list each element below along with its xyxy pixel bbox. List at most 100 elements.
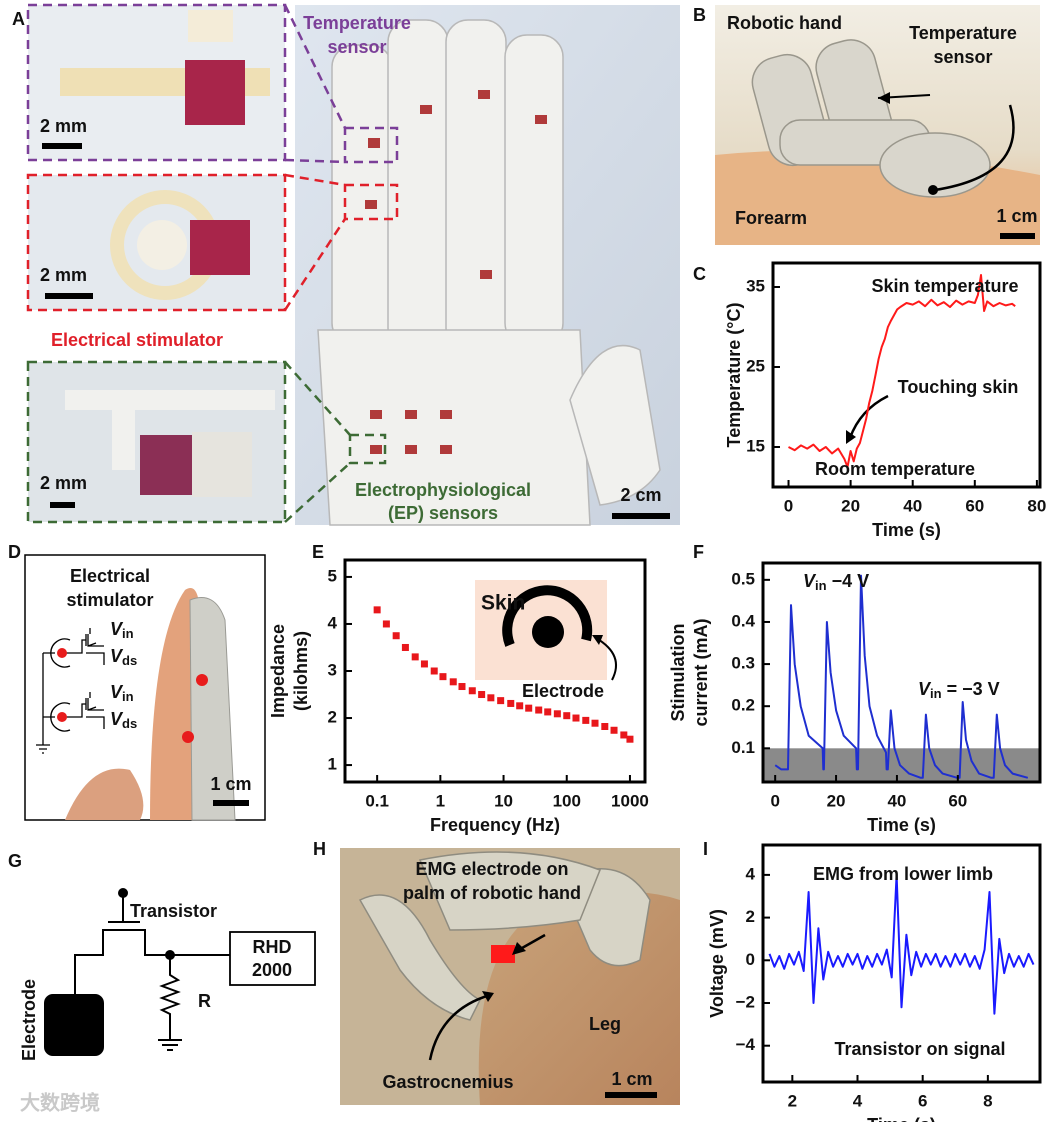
panel-h-photo: [340, 848, 680, 1105]
annotation: Vin −4 V: [803, 571, 869, 594]
x-tick-label: 60: [948, 791, 967, 810]
chart: 0 20 40 60 0.1 0.2 0.3 0.4 0.5 Time (s) Stimulatio…: [668, 561, 1042, 835]
panel-g-schematic: [44, 895, 316, 1056]
data-point: [591, 719, 599, 727]
panel-label: I: [703, 839, 708, 859]
label: Forearm: [735, 208, 807, 228]
data-point: [392, 632, 400, 640]
x-tick-label: 0.1: [365, 791, 389, 810]
hand-sensors: [365, 90, 547, 454]
x-axis-label: Time (s): [867, 1115, 936, 1122]
annotation: Touching skin: [898, 377, 1019, 397]
arrow: [848, 394, 889, 439]
label: EMG electrode on: [415, 859, 568, 879]
data-point: [430, 667, 438, 675]
plot-frame: [761, 843, 1042, 1084]
label: Electrode: [19, 979, 39, 1061]
x-tick-label: 8: [983, 1091, 992, 1110]
x-tick-label: 100: [553, 791, 581, 810]
inset-electrode: [532, 616, 564, 648]
shaded-band: [763, 748, 1040, 782]
panel-label: G: [8, 851, 22, 871]
panel-d-photo: [24, 554, 266, 821]
inset-pad: [140, 435, 192, 495]
y-axis-label: (kilohms): [291, 631, 311, 711]
data-line: [774, 574, 1029, 779]
y-axis-label: Stimulation: [668, 624, 688, 722]
inset-pad: [188, 10, 233, 42]
y-axis-label: current (mA): [691, 618, 711, 726]
subscript: in: [815, 578, 827, 593]
inset-pad: [190, 220, 250, 275]
scale-label: 2 mm: [40, 265, 87, 285]
scale-label: 2 mm: [40, 116, 87, 136]
x-tick-label: 40: [903, 496, 922, 515]
data-point: [420, 660, 428, 668]
panel-label: C: [693, 264, 706, 284]
y-tick-label: 0.4: [731, 611, 755, 630]
chart: 2 4 6 8 −4 −2 0 2 4 Time (s) Voltage (mV) EMG from …: [707, 843, 1042, 1122]
annotation: EMG from lower limb: [813, 864, 993, 884]
circuit-label: Vin: [110, 619, 134, 642]
data-point: [572, 714, 580, 722]
data-point: [525, 704, 533, 712]
data-point: [497, 697, 505, 705]
y-axis-label: Voltage (mV): [707, 909, 727, 1018]
annotation-value: = −3 V: [942, 679, 1000, 699]
label: palm of robotic hand: [403, 883, 581, 903]
label: Robotic hand: [727, 13, 842, 33]
x-tick-label: 4: [853, 1091, 863, 1110]
panel-label: H: [313, 839, 326, 859]
x-tick-label: 1: [436, 791, 445, 810]
label: Gastrocnemius: [382, 1072, 513, 1092]
x-axis-label: Time (s): [867, 815, 936, 835]
annotation: Transistor on signal: [834, 1039, 1005, 1059]
label: Temperature: [303, 13, 411, 33]
subscript: in: [122, 626, 134, 641]
subscript: in: [122, 689, 134, 704]
data-line: [788, 274, 1016, 468]
panel-label: E: [312, 542, 324, 562]
inset-pad: [185, 60, 245, 125]
x-tick-label: 20: [827, 791, 846, 810]
annotation-value: −4 V: [827, 571, 870, 591]
data-point: [382, 620, 390, 628]
symbol: V: [110, 646, 124, 666]
data-point: [449, 678, 457, 686]
y-tick-label: −2: [736, 992, 755, 1011]
x-tick-label: 40: [887, 791, 906, 810]
label: Electrical stimulator: [51, 330, 223, 350]
label: R: [198, 991, 211, 1011]
x-tick-label: 20: [841, 496, 860, 515]
annotation: Skin temperature: [871, 276, 1018, 296]
subscript: in: [930, 686, 942, 701]
data-point: [478, 691, 486, 699]
data-line: [768, 873, 1035, 1015]
inset-pad: [192, 432, 252, 497]
subscript: ds: [122, 716, 137, 731]
y-tick-label: 2: [746, 907, 755, 926]
y-axis-label: Temperature (°C): [724, 303, 744, 448]
annotation: Vin = −3 V: [918, 679, 1000, 702]
data-point: [439, 673, 447, 681]
panel-label: A: [12, 9, 25, 29]
y-tick-label: 0: [746, 950, 755, 969]
inset-trace: [65, 390, 275, 470]
scale-label: 1 cm: [996, 206, 1037, 226]
inset-electrode: [502, 585, 593, 647]
symbol: V: [918, 679, 932, 699]
data-point: [516, 702, 524, 710]
data-point: [411, 653, 419, 661]
scale-label: 1 cm: [611, 1069, 652, 1089]
inset-disk: [137, 220, 187, 270]
label: RHD: [253, 937, 292, 957]
inset-label: Skin: [481, 592, 525, 615]
scale-bars: [42, 143, 670, 519]
x-tick-label: 0: [770, 791, 779, 810]
label: stimulator: [66, 590, 153, 610]
panel-label: B: [693, 5, 706, 25]
y-tick-label: 15: [746, 436, 765, 455]
x-tick-label: 6: [918, 1091, 927, 1110]
data-point: [563, 712, 571, 720]
data-point: [626, 735, 634, 743]
